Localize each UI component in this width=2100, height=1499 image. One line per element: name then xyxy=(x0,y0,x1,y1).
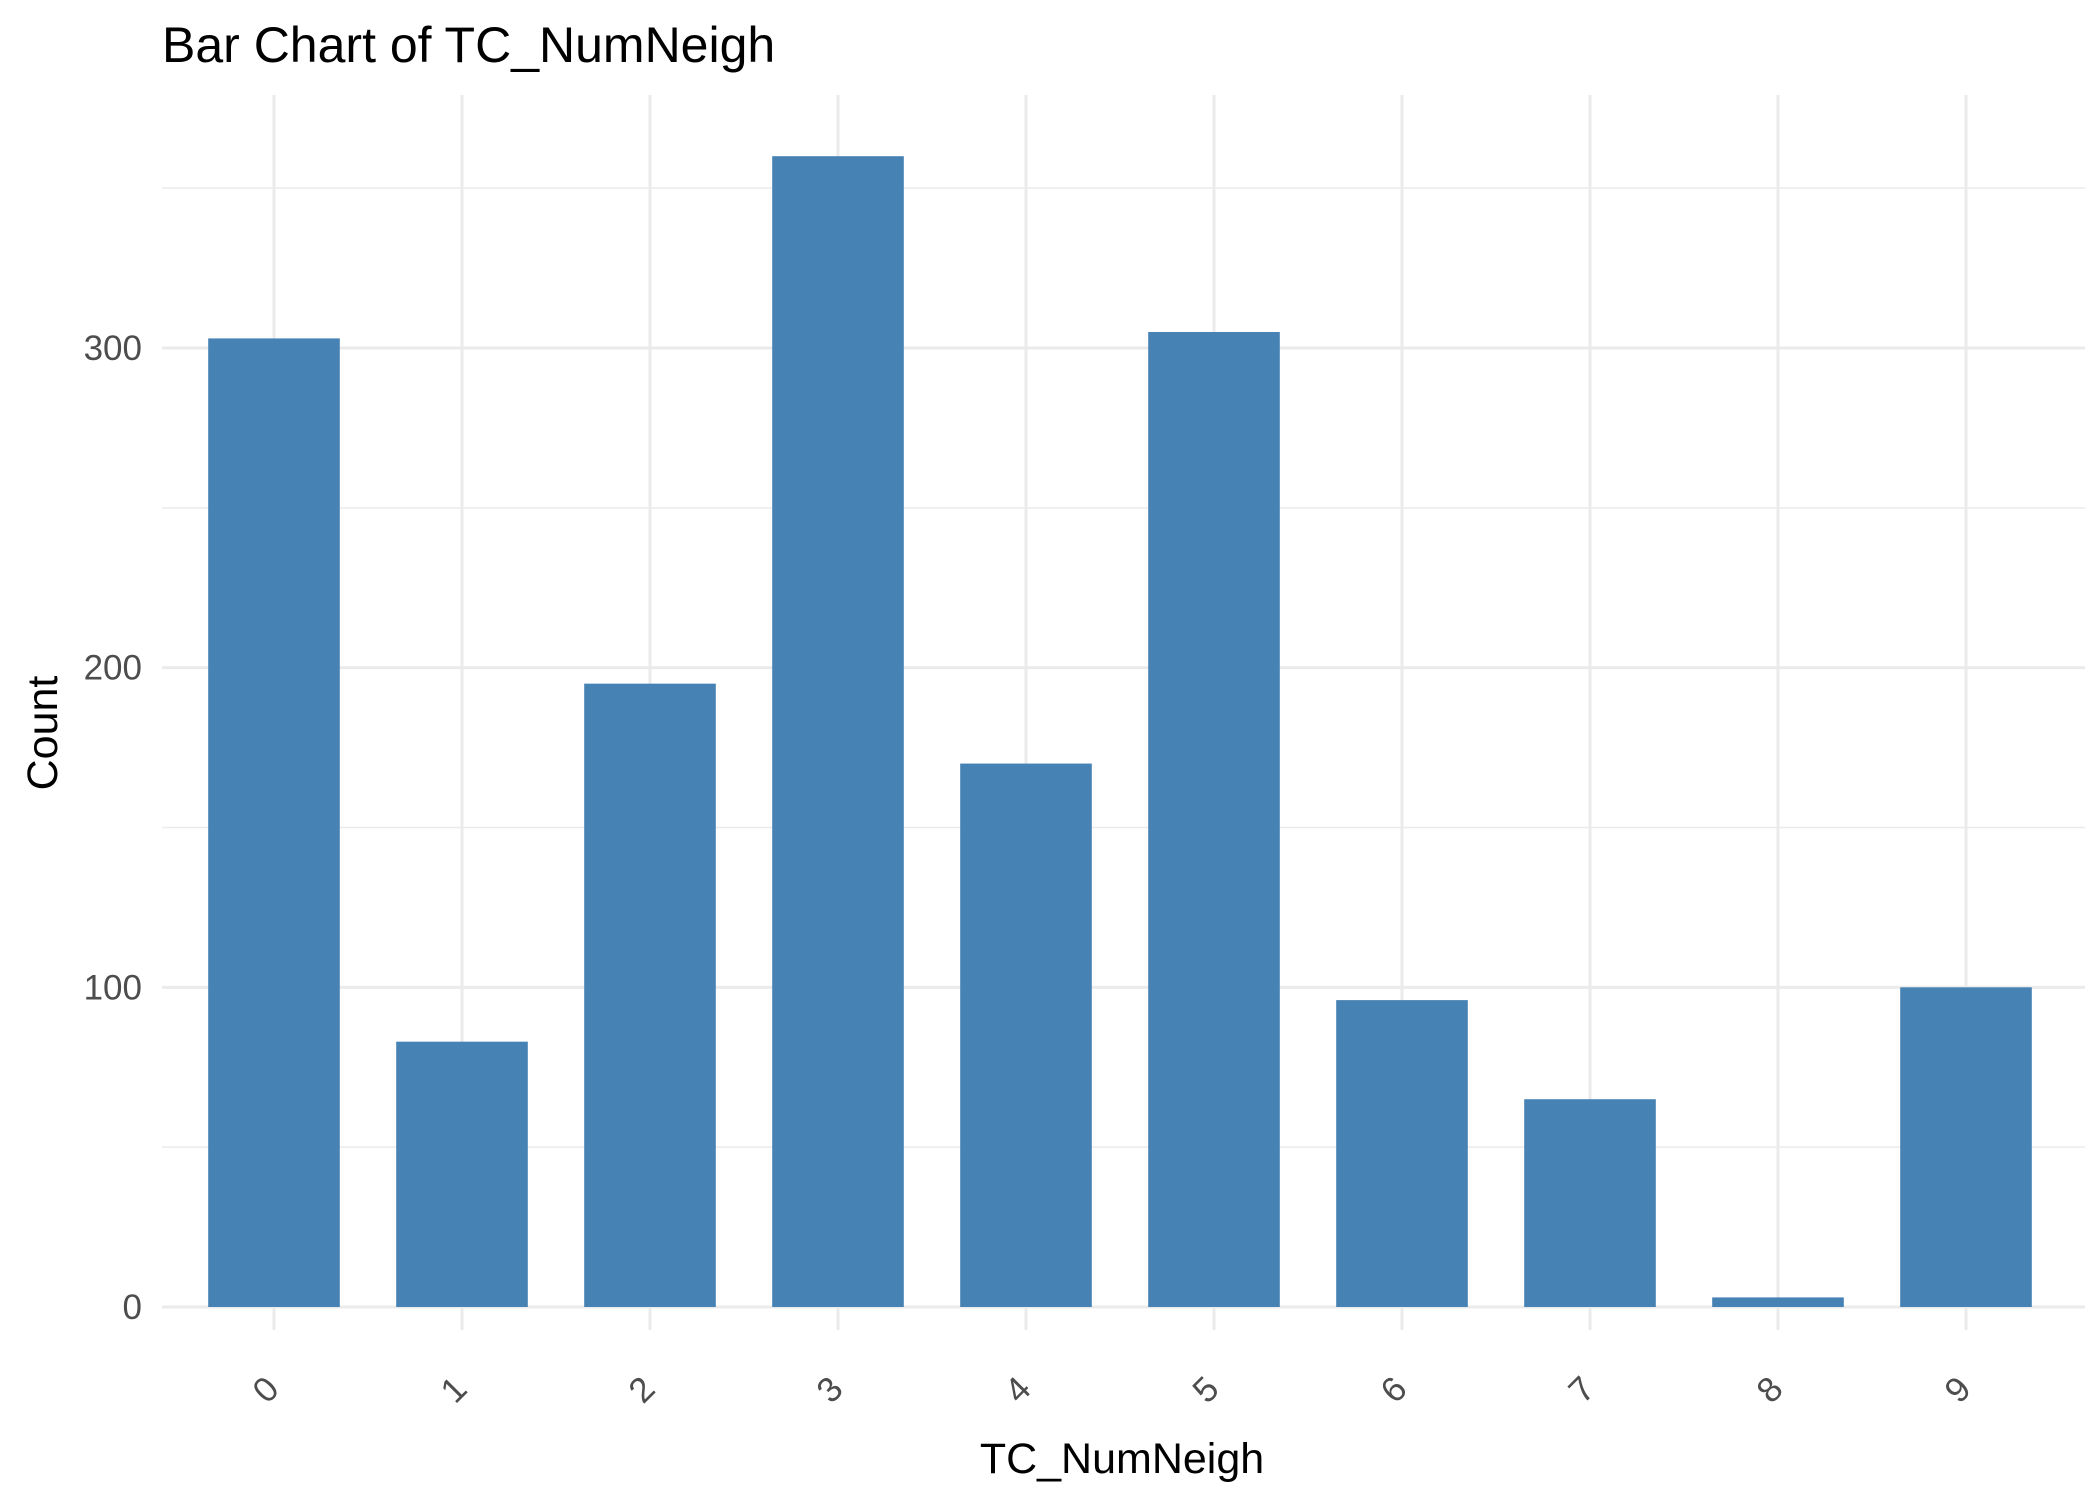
x-tick-label: 5 xyxy=(1185,1369,1226,1410)
x-axis-ticks: 0 1 2 3 4 5 6 7 8 9 xyxy=(245,1369,1978,1410)
x-tick-label: 1 xyxy=(433,1369,474,1410)
x-tick-label: 7 xyxy=(1561,1369,1602,1410)
x-tick-label: 8 xyxy=(1749,1369,1790,1410)
x-axis-title: TC_NumNeigh xyxy=(980,1435,1264,1483)
bar-0 xyxy=(208,338,340,1307)
bar-9 xyxy=(1900,987,2032,1307)
x-tick-label: 0 xyxy=(245,1369,286,1410)
bar-5 xyxy=(1148,332,1280,1307)
chart-title: Bar Chart of TC_NumNeigh xyxy=(162,17,775,73)
bar-4 xyxy=(960,763,1092,1307)
x-tick-label: 4 xyxy=(997,1369,1038,1410)
y-tick-label: 100 xyxy=(84,968,142,1007)
bar-6 xyxy=(1336,1000,1468,1307)
bar-8 xyxy=(1712,1297,1844,1307)
x-tick-label: 3 xyxy=(809,1369,850,1410)
bar-3 xyxy=(772,156,904,1308)
x-tick-label: 9 xyxy=(1937,1369,1978,1410)
bar-7 xyxy=(1524,1099,1656,1307)
y-tick-label: 300 xyxy=(84,329,142,368)
y-axis-ticks: 0 100 200 300 xyxy=(84,329,142,1327)
y-tick-label: 200 xyxy=(84,649,142,688)
bar-1 xyxy=(396,1041,528,1307)
bars xyxy=(208,156,2032,1308)
y-axis-title: Count xyxy=(19,676,67,791)
x-tick-label: 2 xyxy=(621,1369,662,1410)
bar-2 xyxy=(584,683,716,1307)
x-tick-label: 6 xyxy=(1373,1369,1414,1410)
y-tick-label: 0 xyxy=(123,1288,142,1327)
